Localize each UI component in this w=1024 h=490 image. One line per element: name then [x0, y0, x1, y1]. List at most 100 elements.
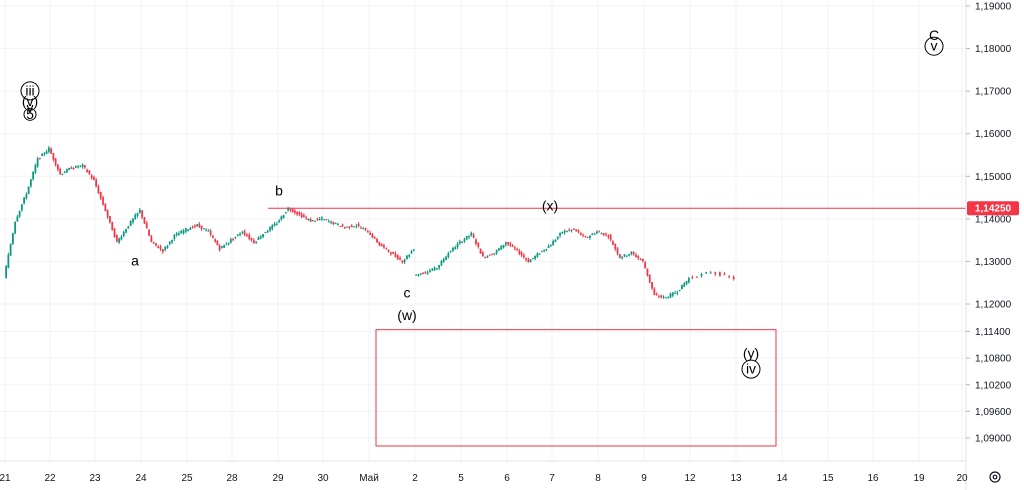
candle-body [669, 293, 672, 298]
candle-body [577, 230, 580, 233]
wave-label-plain[interactable]: (w) [397, 307, 416, 323]
wave-label-plain[interactable]: c [404, 285, 411, 301]
wave-label-plain[interactable]: C [929, 27, 939, 43]
candle-body [189, 228, 192, 230]
candle-body [305, 217, 308, 219]
candle-body [113, 228, 116, 238]
candle-body [449, 251, 452, 253]
candle-body [369, 232, 372, 235]
candle-body [593, 233, 596, 235]
candle-body [252, 240, 255, 244]
candle-body [422, 273, 424, 275]
y-tick-label: 1,13000 [975, 257, 1012, 268]
candle-body [536, 253, 539, 257]
candle-body [264, 232, 267, 234]
candle-body [612, 241, 614, 245]
candle-body [198, 223, 201, 227]
x-tick-label: 7 [549, 473, 555, 484]
wave-label-circled[interactable]: iii [20, 81, 40, 101]
candle-body [191, 226, 194, 229]
wave-label-plain[interactable]: (v) [22, 93, 38, 109]
x-tick-label: 8 [595, 473, 601, 484]
target-zone-box[interactable] [375, 329, 777, 447]
candle-body [200, 225, 203, 229]
candle-body [540, 251, 543, 253]
candle-body [152, 241, 155, 243]
candle-body [38, 158, 41, 160]
candle-body [500, 245, 503, 250]
candle-body [43, 153, 46, 155]
candle-body [520, 252, 523, 256]
candle-body [591, 233, 594, 235]
candle-body [54, 158, 57, 166]
candle-body [641, 259, 644, 261]
candle-body [662, 296, 665, 298]
wave-label-text: (x) [542, 197, 558, 213]
candle-body [138, 209, 141, 213]
x-tick-label: 12 [684, 473, 696, 484]
y-tick-label: 1,17000 [975, 87, 1012, 98]
candle-body [287, 207, 290, 211]
candle-body [632, 251, 635, 255]
candle-body [79, 165, 82, 167]
wave-label-text: 5 [26, 106, 34, 122]
price-axis[interactable]: 1,19000 1,18000 1,17000 1,16000 1,15000 1,140… [966, 2, 1012, 445]
candle-body [298, 212, 301, 215]
candle-body [164, 246, 167, 250]
candle-body [406, 255, 408, 260]
candle-body [719, 272, 721, 276]
candle-body [454, 247, 457, 250]
candle-body [171, 240, 173, 243]
candle-body [570, 229, 573, 231]
settings-gear-icon[interactable] [989, 471, 1001, 483]
candle-body [582, 234, 584, 236]
candle-body [92, 176, 95, 180]
candle-body [589, 235, 591, 238]
candle-body [20, 204, 23, 211]
candle-body [325, 219, 328, 221]
candle-body [696, 276, 698, 278]
candle-body [280, 216, 283, 220]
y-tick-label: 1,10200 [975, 380, 1012, 391]
wave-label-plain[interactable]: v [27, 99, 34, 115]
candle-body [415, 274, 418, 276]
candle-body [7, 254, 10, 269]
candle-body [145, 223, 148, 229]
candle-body [431, 269, 434, 271]
wave-label-plain[interactable]: b [275, 182, 283, 198]
candle-body [243, 231, 246, 235]
candle-body [125, 229, 127, 233]
wave-label-plain[interactable]: (x) [542, 197, 558, 213]
candle-body [202, 228, 205, 230]
candle-body [234, 236, 237, 238]
candle-body [502, 244, 505, 248]
candle-body [50, 148, 53, 154]
candle-body [97, 186, 100, 194]
candle-body [566, 231, 568, 233]
candle-body [180, 230, 183, 234]
wave-label-plain[interactable]: a [131, 253, 139, 269]
candle-body [132, 218, 134, 223]
candle-body [273, 223, 276, 226]
y-tick-label: 1,15000 [975, 172, 1012, 183]
candle-body [196, 224, 199, 227]
wave-label-text: b [275, 182, 283, 198]
candle-body [323, 219, 326, 221]
candle-body [472, 234, 475, 238]
candle-body [63, 172, 66, 174]
wave-label-plain[interactable]: (y) [743, 345, 759, 361]
candle-body [357, 223, 360, 226]
candle-body [635, 254, 637, 257]
x-tick-label: Май [359, 473, 379, 484]
wave-label-circled[interactable]: 5 [23, 106, 37, 122]
wave-label-circled[interactable]: iv [741, 359, 761, 379]
candle-body [134, 215, 137, 220]
time-axis[interactable]: 21 22 23 24 25 28 29 30 Май 2 5 6 7 8 9 12 13 14 15 16 19 20 [0, 473, 968, 484]
wave-label-circled[interactable]: v [924, 36, 944, 56]
candle-body [34, 165, 37, 173]
candle-body [229, 239, 232, 243]
candle-body [554, 239, 557, 242]
candle-body [447, 253, 450, 258]
candle-body [59, 168, 62, 175]
